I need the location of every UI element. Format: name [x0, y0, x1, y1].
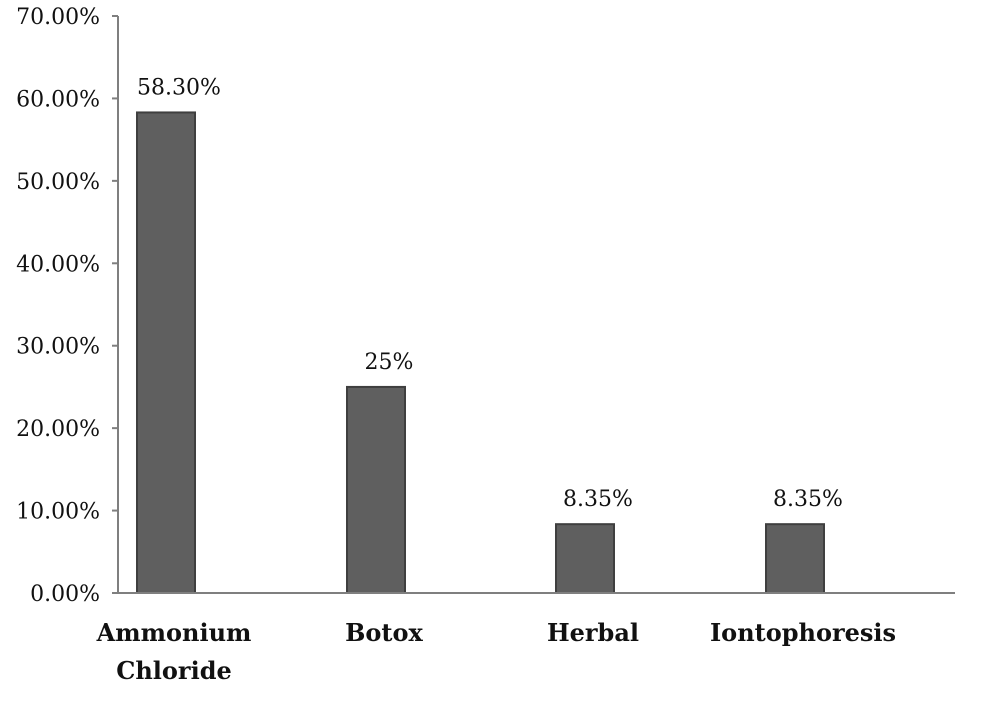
category-label-line: Ammonium: [96, 618, 252, 647]
y-tick-label: 20.00%: [16, 417, 100, 442]
category-label-line: Iontophoresis: [710, 618, 896, 647]
category-label: Herbal: [547, 618, 639, 647]
category-label: Iontophoresis: [710, 618, 896, 647]
bar: [555, 523, 615, 594]
category-label-line: Botox: [345, 618, 423, 647]
category-label: Ammonium Chloride: [96, 618, 252, 685]
axes-layer: [112, 15, 955, 594]
bar: [346, 385, 406, 594]
y-tick-label: 70.00%: [16, 5, 100, 30]
bar: [765, 523, 825, 594]
y-tick-label: 50.00%: [16, 170, 100, 195]
category-label-line: Chloride: [116, 656, 232, 685]
category-label-line: Herbal: [547, 618, 639, 647]
bars-layer: [136, 111, 825, 594]
data-label: 25%: [365, 350, 414, 375]
labels-layer: 0.00% 10.00% 20.00% 30.00% 40.00% 50.00% 60.00…: [16, 5, 896, 685]
data-label: 8.35%: [563, 487, 633, 512]
y-tick-label: 60.00%: [16, 87, 100, 112]
category-label: Botox: [345, 618, 423, 647]
bar: [136, 111, 196, 594]
data-label: 8.35%: [773, 487, 843, 512]
y-tick-label: 0.00%: [30, 582, 100, 607]
y-tick-label: 30.00%: [16, 335, 100, 360]
y-tick-label: 40.00%: [16, 252, 100, 277]
data-label: 58.30%: [137, 75, 221, 100]
y-tick-label: 10.00%: [16, 500, 100, 525]
